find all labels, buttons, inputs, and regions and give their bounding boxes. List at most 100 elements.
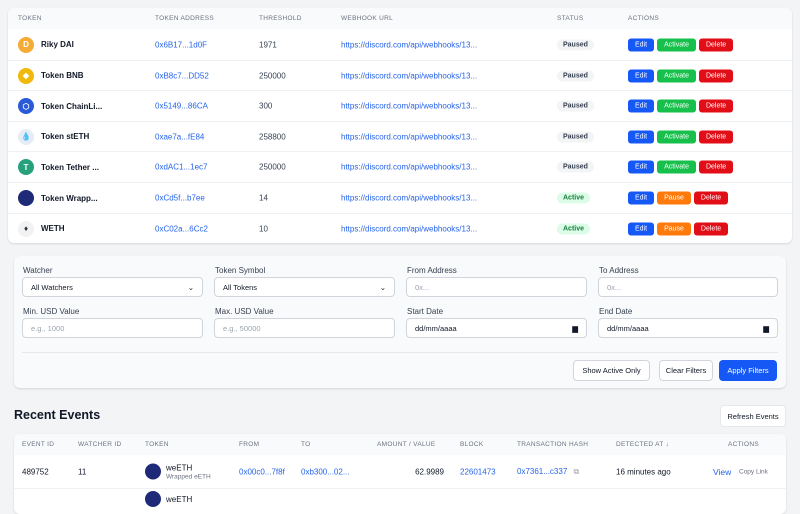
- steth-icon: 💧: [18, 128, 34, 145]
- copy-link-button[interactable]: Copy Link: [739, 468, 768, 475]
- show-active-only-button[interactable]: Show Active Only: [573, 360, 650, 381]
- start-date-input[interactable]: dd/mm/aaaa ▆: [406, 318, 587, 338]
- view-button[interactable]: View: [713, 466, 732, 477]
- event-row: 489752 11 weETH Wrapped eETH 0x00c0...7f8…: [14, 455, 786, 488]
- edit-button[interactable]: Edit: [628, 130, 655, 144]
- edit-button[interactable]: Edit: [628, 222, 655, 236]
- activate-button[interactable]: Activate: [657, 130, 696, 144]
- activate-button[interactable]: Activate: [657, 99, 696, 113]
- token-symbol-select[interactable]: All Tokens ⌄: [214, 277, 395, 297]
- col-token-address: Token Address: [155, 15, 215, 22]
- webhook-link[interactable]: https://discord.com/api/webhooks/13...: [341, 132, 478, 142]
- threshold: 300: [259, 101, 273, 111]
- col-webhook: Webhook URL: [341, 15, 394, 22]
- token-address-link[interactable]: 0xae7a...fE84: [155, 132, 205, 142]
- edit-button[interactable]: Edit: [628, 160, 655, 174]
- col-block[interactable]: Block: [460, 441, 484, 448]
- max-usd-label: Max. USD Value: [215, 307, 274, 316]
- webhook-link[interactable]: https://discord.com/api/webhooks/13...: [341, 40, 478, 49]
- row-actions: Edit Activate Delete: [628, 160, 736, 174]
- chevron-down-icon: ⌄: [187, 282, 194, 292]
- calendar-icon[interactable]: ▆: [763, 323, 769, 333]
- webhook-link[interactable]: https://discord.com/api/webhooks/13...: [341, 224, 478, 234]
- col-tx-hash: Transaction Hash: [517, 441, 589, 448]
- token-address-link[interactable]: 0xCd5f...b7ee: [155, 193, 205, 203]
- from-address-input[interactable]: 0x...: [406, 277, 587, 297]
- token-cell: ⬡ Token ChainLi...: [18, 98, 103, 115]
- watcher-row: D Riky DAI 0x6B17...1d0F 1971 https://di…: [8, 29, 792, 60]
- token-cell: T Token Tether ...: [18, 159, 99, 176]
- token-name: Riky DAI: [41, 40, 74, 49]
- tx-hash-link[interactable]: 0x7361...c337: [517, 466, 568, 476]
- row-actions: Edit Activate Delete: [628, 38, 736, 51]
- end-date-input[interactable]: dd/mm/aaaa ▆: [598, 318, 778, 338]
- delete-button[interactable]: Delete: [698, 160, 734, 174]
- token-address-link[interactable]: 0x5149...86CA: [155, 101, 208, 111]
- col-token: Token: [145, 441, 169, 448]
- row-actions: Edit Pause Delete: [628, 222, 731, 236]
- activate-button[interactable]: Activate: [657, 38, 696, 51]
- status-badge: Paused: [557, 131, 594, 143]
- block-link[interactable]: 22601473: [460, 467, 496, 476]
- col-actions: Actions: [628, 15, 659, 22]
- event-row: weETH: [14, 488, 786, 514]
- delete-button[interactable]: Delete: [693, 222, 729, 236]
- events-table-header: Event ID Watcher ID Token From To Amount…: [14, 434, 786, 455]
- edit-button[interactable]: Edit: [628, 69, 655, 83]
- webhook-link[interactable]: https://discord.com/api/webhooks/13...: [341, 193, 478, 203]
- max-usd-input[interactable]: e.g., 50000: [214, 318, 395, 338]
- watcher-select[interactable]: All Watchers ⌄: [22, 277, 203, 297]
- webhook-link[interactable]: https://discord.com/api/webhooks/13...: [341, 101, 478, 111]
- delete-button[interactable]: Delete: [698, 38, 734, 51]
- col-from: From: [239, 441, 260, 448]
- activate-button[interactable]: Activate: [657, 69, 696, 83]
- token-fullname: Wrapped eETH: [166, 473, 211, 480]
- delete-button[interactable]: Delete: [693, 191, 729, 205]
- token-address-link[interactable]: 0xC02a...6Cc2: [155, 224, 208, 234]
- to-address-input[interactable]: 0x...: [598, 277, 778, 297]
- apply-filters-button[interactable]: Apply Filters: [719, 360, 777, 381]
- from-address-link[interactable]: 0x00c0...7f8f: [239, 467, 285, 476]
- token-address-link[interactable]: 0xdAC1...1ec7: [155, 162, 208, 172]
- watcher-row: ◆ Token BNB 0xB8c7...DD52 250000 https:/…: [8, 59, 792, 91]
- col-amount[interactable]: Amount / Value: [377, 441, 436, 448]
- recent-events-title: Recent Events: [14, 408, 101, 422]
- detected-at: 16 minutes ago: [616, 467, 671, 476]
- to-address-link[interactable]: 0xb300...02...: [301, 467, 350, 476]
- wrapped-token-icon: [18, 190, 34, 206]
- dai-icon: D: [18, 36, 34, 53]
- min-usd-placeholder: e.g., 1000: [31, 323, 65, 333]
- watcher-id: 11: [78, 467, 87, 476]
- min-usd-input[interactable]: e.g., 1000: [22, 318, 203, 338]
- refresh-events-button[interactable]: Refresh Events: [720, 405, 786, 427]
- col-detected-at[interactable]: Detected At ↓: [616, 441, 670, 448]
- token-cell: D Riky DAI: [18, 36, 74, 53]
- delete-button[interactable]: Delete: [698, 69, 734, 83]
- token-cell: ◆ Token BNB: [18, 67, 84, 84]
- pause-button[interactable]: Pause: [657, 222, 691, 236]
- copy-icon[interactable]: ⧉: [573, 466, 580, 476]
- edit-button[interactable]: Edit: [628, 99, 655, 113]
- calendar-icon[interactable]: ▆: [572, 323, 578, 333]
- webhook-link[interactable]: https://discord.com/api/webhooks/13...: [341, 162, 478, 172]
- token-address-link[interactable]: 0x6B17...1d0F: [155, 40, 208, 49]
- row-actions: Edit Activate Delete: [628, 130, 736, 144]
- from-address-label: From Address: [407, 266, 457, 275]
- pause-button[interactable]: Pause: [657, 191, 691, 205]
- delete-button[interactable]: Delete: [698, 130, 734, 144]
- bnb-icon: ◆: [18, 67, 34, 84]
- edit-button[interactable]: Edit: [628, 191, 655, 205]
- activate-button[interactable]: Activate: [657, 160, 696, 174]
- token-name: Token ChainLi...: [41, 101, 103, 111]
- row-actions: Edit Activate Delete: [628, 69, 736, 83]
- edit-button[interactable]: Edit: [628, 38, 655, 51]
- token-name: Token Wrapp...: [41, 193, 98, 203]
- watcher-row: 💧 Token stETH 0xae7a...fE84 258800 https…: [8, 120, 792, 152]
- token-address-link[interactable]: 0xB8c7...DD52: [155, 71, 209, 81]
- webhook-link[interactable]: https://discord.com/api/webhooks/13...: [341, 71, 478, 81]
- threshold: 1971: [259, 40, 277, 49]
- delete-button[interactable]: Delete: [698, 99, 734, 113]
- clear-filters-button[interactable]: Clear Filters: [659, 360, 713, 381]
- token-name: Token stETH: [41, 132, 90, 142]
- row-actions: Edit Activate Delete: [628, 99, 736, 113]
